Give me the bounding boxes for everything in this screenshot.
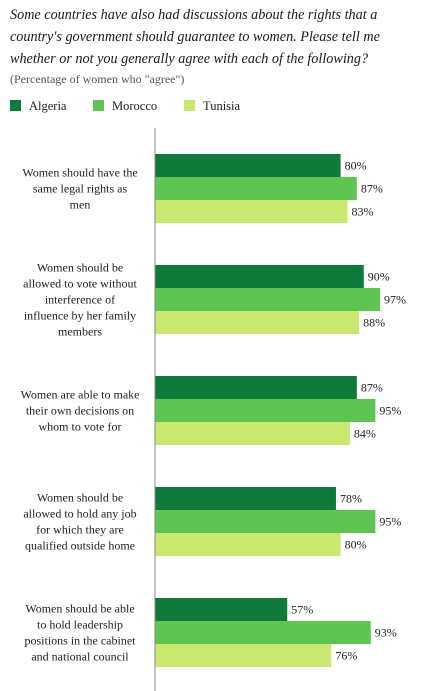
category-label-line: men bbox=[70, 198, 91, 212]
category-label-line: for which they are bbox=[36, 523, 124, 537]
bar-morocco-2 bbox=[155, 288, 381, 311]
legend-label-algeria: Algeria bbox=[29, 99, 67, 113]
legend-swatch-morocco bbox=[93, 100, 104, 111]
category-label-line: Women should have the bbox=[22, 166, 137, 180]
legend-swatch-tunisia bbox=[184, 100, 195, 111]
bar-tunisia-3 bbox=[155, 422, 350, 445]
bar-algeria-3 bbox=[155, 376, 357, 399]
category-label-line: qualified outside home bbox=[25, 539, 135, 553]
data-label-morocco-1: 87% bbox=[361, 182, 383, 196]
legend-swatch-algeria bbox=[10, 100, 21, 111]
category-label-2: Women should be allowed to vote without in… bbox=[23, 261, 137, 339]
category-label-line: whom to vote for bbox=[39, 420, 122, 434]
legend-label-morocco: Morocco bbox=[112, 99, 158, 113]
bar-morocco-1 bbox=[155, 177, 357, 200]
category-label-line: Women are able to make bbox=[21, 388, 140, 402]
bar-morocco-5 bbox=[155, 621, 371, 644]
category-label-line: their own decisions on bbox=[26, 404, 134, 418]
category-label-line: Women should be bbox=[37, 491, 123, 505]
bar-morocco-3 bbox=[155, 399, 376, 422]
category-label-line: members bbox=[58, 325, 102, 339]
category-label-line: and national council bbox=[31, 650, 129, 664]
data-label-algeria-5: 57% bbox=[291, 603, 313, 617]
data-label-tunisia-1: 83% bbox=[352, 205, 374, 219]
category-label-line: allowed to vote without bbox=[23, 277, 137, 291]
category-label-line: allowed to hold any job bbox=[23, 507, 136, 521]
bar-tunisia-5 bbox=[155, 644, 332, 667]
data-label-algeria-3: 87% bbox=[361, 381, 383, 395]
data-label-morocco-3: 95% bbox=[379, 404, 401, 418]
data-label-tunisia-5: 76% bbox=[335, 649, 357, 663]
data-label-tunisia-3: 84% bbox=[354, 427, 376, 441]
category-label-4: Women should be allowed to hold any job fo… bbox=[23, 491, 136, 553]
category-label-line: Women should be bbox=[37, 261, 123, 275]
chart-subtitle: (Percentage of women who "agree") bbox=[10, 72, 185, 86]
category-label-line: same legal rights as bbox=[33, 182, 128, 196]
category-label-3: Women are able to make their own decision… bbox=[21, 388, 140, 434]
data-label-morocco-2: 97% bbox=[384, 293, 406, 307]
category-label-line: Women should be able bbox=[25, 602, 134, 616]
data-label-algeria-1: 80% bbox=[345, 159, 367, 173]
data-label-tunisia-4: 80% bbox=[345, 538, 367, 552]
category-label-5: Women should be able to hold leadership po… bbox=[25, 602, 137, 664]
bar-morocco-4 bbox=[155, 510, 376, 533]
bar-algeria-1 bbox=[155, 154, 341, 177]
data-label-morocco-5: 93% bbox=[375, 626, 397, 640]
bar-algeria-5 bbox=[155, 598, 288, 621]
category-label-line: influence by her family bbox=[24, 309, 136, 323]
bar-algeria-2 bbox=[155, 265, 364, 288]
category-label-line: interference of bbox=[45, 293, 115, 307]
data-label-algeria-2: 90% bbox=[368, 270, 390, 284]
legend-label-tunisia: Tunisia bbox=[203, 99, 241, 113]
data-label-morocco-4: 95% bbox=[379, 515, 401, 529]
bar-tunisia-1 bbox=[155, 200, 348, 223]
chart-title: Some countries have also had discussions… bbox=[10, 7, 380, 67]
category-label-line: positions in the cabinet bbox=[25, 634, 137, 648]
category-label-line: to hold leadership bbox=[37, 618, 123, 632]
bar-tunisia-2 bbox=[155, 311, 360, 334]
bar-algeria-4 bbox=[155, 487, 336, 510]
data-label-algeria-4: 78% bbox=[340, 492, 362, 506]
category-label-1: Women should have the same legal rights a… bbox=[22, 166, 137, 212]
data-label-tunisia-2: 88% bbox=[363, 316, 385, 330]
bar-tunisia-4 bbox=[155, 533, 341, 556]
